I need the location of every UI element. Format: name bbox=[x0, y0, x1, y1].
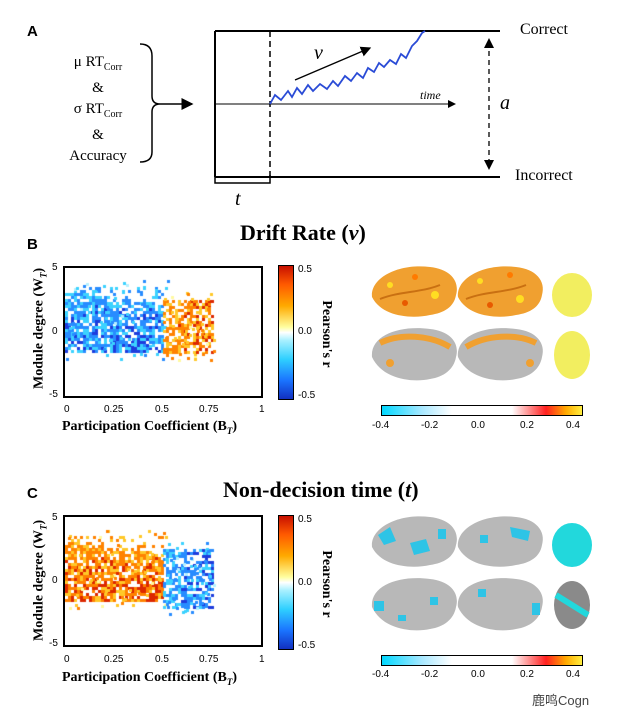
panel-c-letter: C bbox=[27, 485, 38, 502]
b-ytick-0: 0 bbox=[52, 326, 58, 337]
heatmap-b-canvas bbox=[65, 268, 261, 396]
b-xtick-075: 0.75 bbox=[199, 404, 219, 415]
b-cbtick-high: 0.5 bbox=[298, 264, 312, 275]
b-xtick-025: 0.25 bbox=[104, 404, 124, 415]
mu-rt-label: μ RTCorr bbox=[73, 54, 123, 73]
panel-b-letter: B bbox=[27, 236, 38, 253]
panel-b-heatmap bbox=[63, 266, 263, 398]
brain-b-lateral-right bbox=[457, 266, 543, 317]
c-brain-cbtick-0: -0.4 bbox=[372, 669, 390, 680]
panel-c-heatmap bbox=[63, 515, 263, 647]
c-ytick-neg5: -5 bbox=[49, 638, 58, 649]
c-cbtick-high: 0.5 bbox=[298, 514, 312, 525]
b-xtick-0: 0 bbox=[64, 404, 70, 415]
panel-b-colorbar bbox=[278, 265, 294, 400]
ddm-diagram bbox=[139, 30, 500, 184]
brain-b-subcortical bbox=[552, 273, 592, 379]
correct-label: Correct bbox=[520, 21, 568, 38]
panel-c-colorbar bbox=[278, 515, 294, 650]
evidence-trace bbox=[269, 30, 426, 105]
a-label: a bbox=[500, 92, 510, 114]
b-xtick-05: 0.5 bbox=[155, 404, 169, 415]
panel-b-brains bbox=[371, 266, 592, 381]
b-brain-cbtick-2: 0.0 bbox=[471, 420, 485, 431]
c-xtick-05: 0.5 bbox=[155, 654, 169, 665]
t-label: t bbox=[235, 188, 241, 210]
drift-arrow bbox=[294, 46, 372, 81]
brain-b-lateral-left bbox=[371, 266, 457, 317]
panel-b-brain-colorbar bbox=[381, 405, 583, 416]
b-brain-cbtick-1: -0.2 bbox=[421, 420, 439, 431]
brain-c-medial-right bbox=[457, 578, 543, 631]
brain-b-medial-left bbox=[371, 328, 457, 381]
accuracy-label: Accuracy bbox=[69, 148, 127, 164]
c-cbtick-mid: 0.0 bbox=[298, 577, 312, 588]
b-cbtick-low: -0.5 bbox=[298, 390, 316, 401]
brain-c-subcortical bbox=[552, 523, 592, 629]
c-ytick-0: 0 bbox=[52, 575, 58, 586]
heatmap-c-canvas bbox=[65, 517, 261, 645]
panel-c-brains bbox=[371, 516, 592, 631]
sigma-rt-label: σ RTCorr bbox=[73, 101, 123, 120]
b-xtick-1: 1 bbox=[259, 404, 265, 415]
c-brain-cbtick-4: 0.4 bbox=[566, 669, 580, 680]
b-ytick-5: 5 bbox=[52, 262, 58, 273]
brain-c-medial-left bbox=[371, 578, 457, 631]
c-cbtick-low: -0.5 bbox=[298, 640, 316, 651]
ampersand-1: & bbox=[92, 80, 104, 96]
panel-c-title: Non-decision time (t) bbox=[223, 477, 419, 502]
b-cbtick-mid: 0.0 bbox=[298, 326, 312, 337]
b-brain-cbtick-0: -0.4 bbox=[372, 420, 390, 431]
panel-a-inputs: μ RTCorr & σ RTCorr & Accuracy bbox=[48, 52, 148, 167]
input-bracket bbox=[139, 43, 161, 163]
watermark: 鹿鸣Cogn bbox=[532, 693, 590, 708]
panel-c-brain-colorbar bbox=[381, 655, 583, 666]
panel-c-ylabel: Module degree (WT) bbox=[31, 519, 49, 641]
panel-a-letter: A bbox=[27, 23, 38, 40]
c-brain-cbtick-2: 0.0 bbox=[471, 669, 485, 680]
incorrect-label: Incorrect bbox=[515, 167, 573, 184]
c-xtick-0: 0 bbox=[64, 654, 70, 665]
brain-c-lateral-right bbox=[457, 516, 543, 567]
c-xtick-1: 1 bbox=[259, 654, 265, 665]
brain-b-medial-right bbox=[457, 328, 543, 381]
time-label: time bbox=[420, 88, 441, 102]
ampersand-2: & bbox=[92, 127, 104, 143]
v-label: v bbox=[314, 42, 323, 64]
c-xtick-025: 0.25 bbox=[104, 654, 124, 665]
c-brain-cbtick-3: 0.2 bbox=[520, 669, 534, 680]
t-bracket bbox=[214, 175, 271, 184]
panel-b-ylabel: Module degree (WT) bbox=[31, 267, 49, 389]
brain-c-lateral-left bbox=[371, 516, 457, 567]
c-brain-cbtick-1: -0.2 bbox=[421, 669, 439, 680]
b-ytick-neg5: -5 bbox=[49, 389, 58, 400]
panel-b-title: Drift Rate (v) bbox=[240, 220, 366, 245]
c-ytick-5: 5 bbox=[52, 512, 58, 523]
b-brain-cbtick-3: 0.2 bbox=[520, 420, 534, 431]
panel-c-xlabel: Participation Coefficient (BT) bbox=[62, 670, 238, 687]
c-colorbar-label: Pearson's r bbox=[319, 550, 334, 618]
panel-b-xlabel: Participation Coefficient (BT) bbox=[62, 419, 238, 436]
b-brain-cbtick-4: 0.4 bbox=[566, 420, 580, 431]
c-xtick-075: 0.75 bbox=[199, 654, 219, 665]
b-colorbar-label: Pearson's r bbox=[319, 300, 334, 368]
